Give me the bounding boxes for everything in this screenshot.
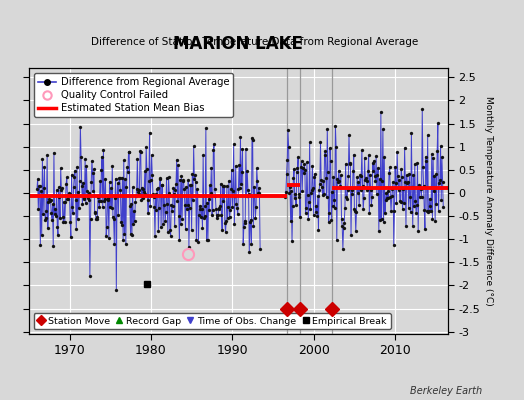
- Title: MARION LAKE: MARION LAKE: [173, 34, 303, 52]
- Text: Difference of Station Temperature Data from Regional Average: Difference of Station Temperature Data f…: [91, 37, 418, 47]
- Text: Berkeley Earth: Berkeley Earth: [410, 386, 482, 396]
- Y-axis label: Monthly Temperature Anomaly Difference (°C): Monthly Temperature Anomaly Difference (…: [484, 96, 494, 306]
- Legend: Station Move, Record Gap, Time of Obs. Change, Empirical Break: Station Move, Record Gap, Time of Obs. C…: [34, 313, 390, 329]
